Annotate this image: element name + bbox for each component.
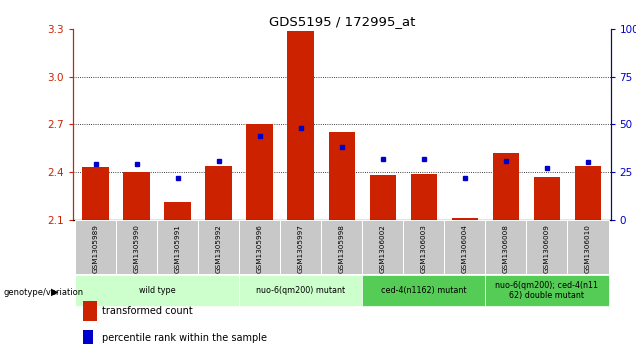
Text: GSM1305990: GSM1305990 xyxy=(134,224,140,273)
Bar xyxy=(575,166,601,220)
FancyBboxPatch shape xyxy=(321,220,363,274)
FancyBboxPatch shape xyxy=(445,220,485,274)
Bar xyxy=(452,218,478,220)
Bar xyxy=(83,167,109,220)
FancyBboxPatch shape xyxy=(198,220,239,274)
Text: wild type: wild type xyxy=(139,286,176,295)
Text: ▶: ▶ xyxy=(51,287,59,297)
FancyBboxPatch shape xyxy=(157,220,198,274)
FancyBboxPatch shape xyxy=(527,220,567,274)
Bar xyxy=(493,153,519,220)
Text: GSM1306002: GSM1306002 xyxy=(380,224,386,273)
Text: nuo-6(qm200) mutant: nuo-6(qm200) mutant xyxy=(256,286,345,295)
FancyBboxPatch shape xyxy=(75,275,239,306)
Bar xyxy=(205,166,232,220)
FancyBboxPatch shape xyxy=(363,220,403,274)
Text: GSM1306010: GSM1306010 xyxy=(585,224,591,273)
Text: ced-4(n1162) mutant: ced-4(n1162) mutant xyxy=(381,286,467,295)
Text: percentile rank within the sample: percentile rank within the sample xyxy=(102,333,266,343)
Text: GSM1306008: GSM1306008 xyxy=(503,224,509,273)
FancyBboxPatch shape xyxy=(567,220,609,274)
Text: GSM1306009: GSM1306009 xyxy=(544,224,550,273)
Text: genotype/variation: genotype/variation xyxy=(3,288,83,297)
FancyBboxPatch shape xyxy=(485,275,609,306)
Bar xyxy=(370,175,396,220)
Text: GSM1305997: GSM1305997 xyxy=(298,224,304,273)
Text: GSM1306004: GSM1306004 xyxy=(462,224,468,273)
Bar xyxy=(287,30,314,220)
Text: GSM1306003: GSM1306003 xyxy=(421,224,427,273)
Bar xyxy=(123,172,150,220)
FancyBboxPatch shape xyxy=(363,275,485,306)
Bar xyxy=(247,124,273,220)
FancyBboxPatch shape xyxy=(239,220,280,274)
FancyBboxPatch shape xyxy=(280,220,321,274)
Bar xyxy=(165,202,191,220)
FancyBboxPatch shape xyxy=(485,220,527,274)
FancyBboxPatch shape xyxy=(403,220,445,274)
Title: GDS5195 / 172995_at: GDS5195 / 172995_at xyxy=(268,15,415,28)
Text: transformed count: transformed count xyxy=(102,306,193,317)
Text: GSM1305989: GSM1305989 xyxy=(93,224,99,273)
FancyBboxPatch shape xyxy=(239,275,363,306)
Bar xyxy=(329,132,355,220)
Text: GSM1305992: GSM1305992 xyxy=(216,224,222,273)
Bar xyxy=(534,177,560,220)
Bar xyxy=(411,174,437,220)
FancyBboxPatch shape xyxy=(75,220,116,274)
Text: GSM1305998: GSM1305998 xyxy=(339,224,345,273)
Text: nuo-6(qm200); ced-4(n11
62) double mutant: nuo-6(qm200); ced-4(n11 62) double mutan… xyxy=(495,281,598,300)
Text: GSM1305991: GSM1305991 xyxy=(175,224,181,273)
FancyBboxPatch shape xyxy=(116,220,157,274)
Text: GSM1305996: GSM1305996 xyxy=(257,224,263,273)
